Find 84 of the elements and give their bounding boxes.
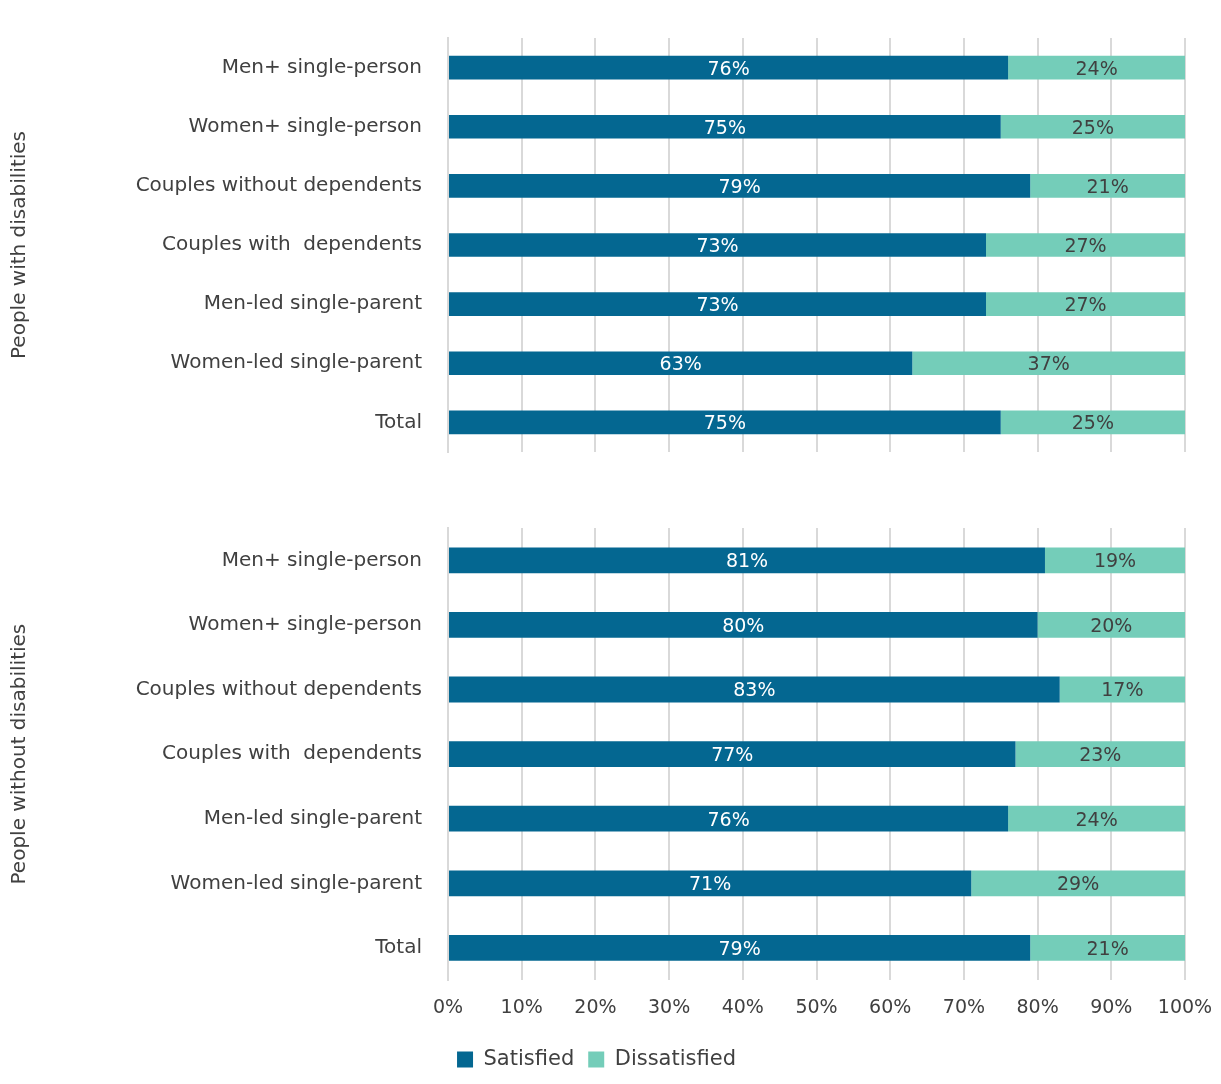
data-label: 73% [696, 293, 739, 316]
data-label: 24% [1075, 56, 1118, 79]
data-label: 17% [1101, 678, 1144, 701]
y-tick-label: Men+ single-person [221, 546, 422, 571]
legend-label: Dissatisfied [614, 1045, 736, 1070]
x-tick-label: 30% [647, 994, 691, 1017]
bar [986, 233, 1185, 257]
bar [1000, 410, 1185, 435]
data-label: 25% [1071, 411, 1114, 434]
x-tick-label: 90% [1090, 994, 1133, 1017]
bar [449, 55, 1009, 80]
data-label: 24% [1075, 807, 1118, 830]
data-label: 75% [703, 115, 746, 138]
bar [1008, 55, 1185, 80]
bar [449, 676, 1060, 703]
y-tick-label: Women-led single-parent [170, 869, 423, 894]
bar [449, 174, 1031, 198]
data-label: 20% [1090, 613, 1133, 636]
x-tick-label: 20% [574, 994, 617, 1017]
bar [1000, 114, 1185, 139]
data-label: 27% [1064, 293, 1107, 316]
data-label: 19% [1093, 549, 1137, 572]
data-label: 73% [696, 233, 739, 256]
y-tick-label: Women-led single-parent [170, 349, 423, 374]
y-tick-label: Couples with dependents [162, 231, 422, 256]
bar [971, 870, 1185, 897]
y-tick-label: Couples with dependents [162, 740, 422, 765]
x-tick-label: 80% [1016, 994, 1059, 1017]
y-tick-label: Men-led single-parent [203, 290, 423, 315]
x-tick-label: 0% [432, 994, 464, 1017]
legend-label: Satisfied [483, 1045, 575, 1070]
data-label: 79% [718, 174, 761, 197]
y-tick-label: Total [374, 408, 422, 433]
y-tick-label: Men-led single-parent [203, 804, 423, 829]
bar [986, 292, 1185, 316]
bar [449, 233, 987, 257]
data-label: 21% [1086, 936, 1129, 959]
data-label: 75% [703, 411, 746, 434]
data-label: 37% [1027, 352, 1070, 375]
bar [449, 870, 972, 897]
y-axis-title: People with disabilities [6, 130, 31, 360]
data-label: 79% [718, 936, 761, 959]
bar [912, 351, 1185, 376]
data-label: 71% [689, 872, 732, 895]
data-label: 77% [711, 743, 754, 766]
data-label: 63% [659, 352, 702, 375]
data-label: 21% [1086, 174, 1129, 197]
y-tick-label: Total [374, 934, 422, 959]
x-tick-label: 40% [721, 994, 764, 1017]
data-label: 23% [1079, 743, 1122, 766]
bar [449, 547, 1045, 574]
bar [449, 611, 1038, 638]
data-label: 27% [1064, 233, 1107, 256]
y-tick-label: Women+ single-person [188, 112, 422, 137]
y-axis-title: People without disabilities [6, 623, 31, 885]
bar [449, 934, 1031, 961]
bar [1030, 934, 1185, 961]
bar [1037, 611, 1185, 638]
x-tick-label: 60% [869, 994, 912, 1017]
data-label: 76% [707, 56, 750, 79]
x-tick-label: 10% [500, 994, 543, 1017]
bar [449, 410, 1001, 435]
bar [1044, 547, 1185, 574]
data-label: 80% [722, 613, 765, 636]
data-label: 29% [1057, 872, 1100, 895]
bar [1015, 741, 1185, 768]
bar [1008, 805, 1185, 832]
bar [449, 741, 1016, 768]
data-label: 76% [707, 807, 750, 830]
bar [449, 351, 913, 376]
data-label: 81% [725, 549, 769, 572]
bar [449, 292, 987, 316]
data-label: 25% [1071, 115, 1114, 138]
x-tick-label: 100% [1157, 994, 1213, 1017]
y-tick-label: Couples without dependents [135, 675, 422, 700]
data-label: 83% [733, 678, 776, 701]
bar [449, 805, 1009, 832]
x-tick-label: 50% [795, 994, 838, 1017]
bar [449, 114, 1001, 139]
y-tick-label: Couples without dependents [135, 172, 422, 197]
bar [1030, 174, 1185, 198]
y-tick-label: Women+ single-person [188, 611, 422, 636]
y-tick-label: Men+ single-person [221, 53, 422, 78]
x-tick-label: 70% [942, 994, 986, 1017]
